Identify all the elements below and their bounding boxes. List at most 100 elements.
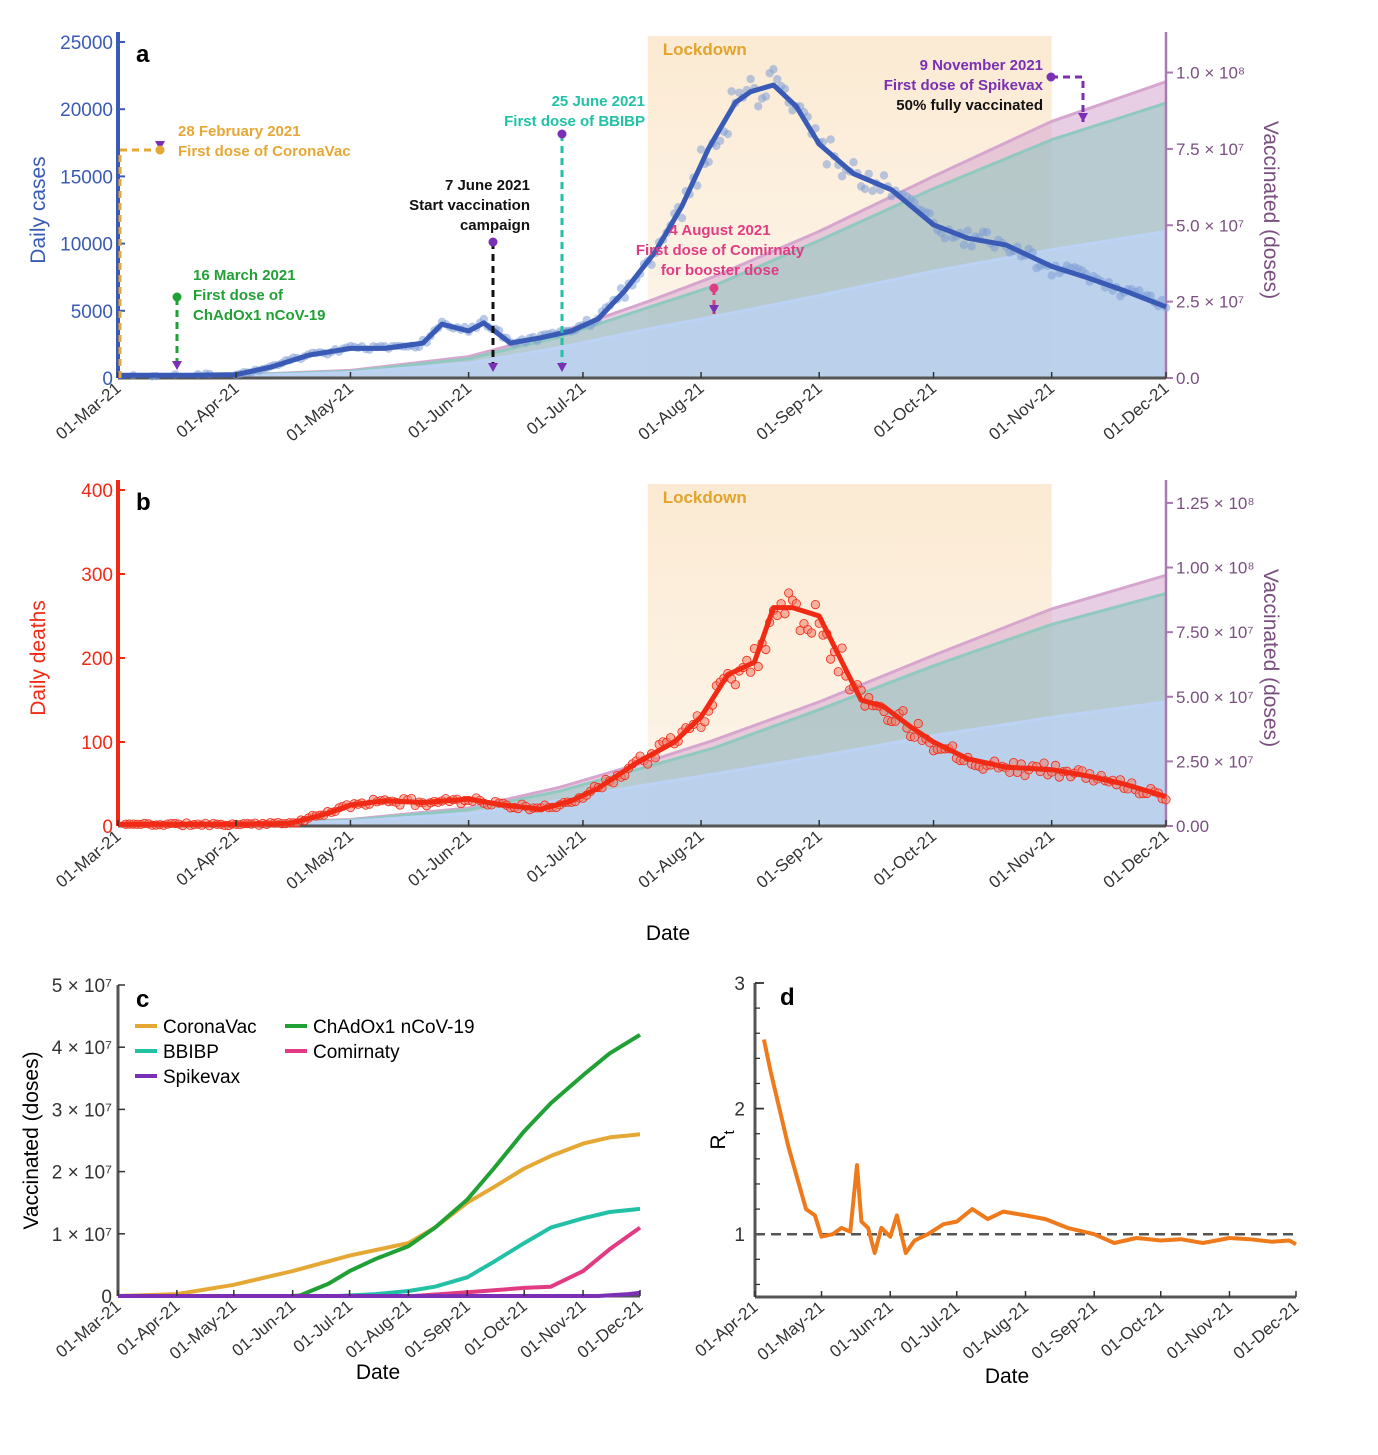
annotation-text: First dose of CoronaVac xyxy=(178,143,351,160)
panel-letter: b xyxy=(136,489,151,516)
panel-letter: c xyxy=(136,986,149,1013)
daily-point xyxy=(761,644,771,655)
y-tick-label: 4 × 10⁷ xyxy=(52,1038,112,1059)
left-tick-label: 0 xyxy=(102,817,113,838)
vaccinated-line-vaccinated_half xyxy=(117,700,1167,828)
right-axis-title: Vaccinated (doses) xyxy=(1259,569,1282,747)
y-axis-title: Vaccinated (doses) xyxy=(20,1051,43,1229)
panel-a-xtick-label: 01-Dec-21 xyxy=(1100,379,1173,445)
panel-c-xtick-label: 01-Mar-21 xyxy=(52,1297,124,1362)
annotation-arrow xyxy=(488,363,498,372)
panel-a-xtick-label: 01-Nov-21 xyxy=(985,379,1058,445)
annotation-arrow xyxy=(709,305,719,314)
daily-point xyxy=(909,732,920,742)
left-tick-label: 400 xyxy=(81,481,113,502)
y-tick-label: 1 xyxy=(734,1225,745,1246)
x-axis-title: Date xyxy=(985,1365,1029,1388)
annotation-text: First dose of Spikevax xyxy=(884,77,1044,94)
y-tick-label: 0 xyxy=(101,1287,112,1308)
panel-a-xtick-label: 01-Mar-21 xyxy=(52,379,124,444)
right-tick-label: 1.0 × 10⁸ xyxy=(1176,64,1245,83)
daily-point xyxy=(727,87,736,96)
annotation-text: First dose of BBIBP xyxy=(504,113,645,130)
daily-point xyxy=(868,186,877,196)
annotation-text: 9 November 2021 xyxy=(920,57,1043,74)
daily-point xyxy=(753,661,763,672)
panel-b-xtick-label: 01-Oct-21 xyxy=(870,827,940,890)
panel-a-xtick-label: 01-Jul-21 xyxy=(523,379,590,439)
y-tick-label: 5 × 10⁷ xyxy=(52,976,112,997)
panel-c-xtick-label: 01-Sep-21 xyxy=(401,1297,474,1363)
daily-point xyxy=(822,160,832,169)
panel-d-xtick-label: 01-Apr-21 xyxy=(691,1298,761,1361)
daily-point xyxy=(773,74,782,84)
daily-point xyxy=(746,74,755,84)
panel-d-xtick-label: 01-Jul-21 xyxy=(897,1298,964,1358)
left-tick-label: 20000 xyxy=(60,100,113,121)
right-tick-label: 2.5 × 10⁷ xyxy=(1176,293,1244,312)
annotation-text: Start vaccination xyxy=(409,197,530,214)
legend-label: CoronaVac xyxy=(163,1017,257,1038)
annotation-text: for booster dose xyxy=(661,262,779,279)
daily-point xyxy=(754,102,763,111)
left-axis-title: Daily cases xyxy=(27,156,50,263)
panel-a-xtick-label: 01-Sep-21 xyxy=(753,379,826,445)
y-tick-label: 1 × 10⁷ xyxy=(52,1225,112,1246)
daily-point xyxy=(967,242,976,251)
daily-point xyxy=(643,759,653,769)
daily-point xyxy=(833,667,843,677)
vaccinated-area-vaccinated_half xyxy=(118,701,1166,826)
left-tick-label: 100 xyxy=(81,733,113,754)
daily-point xyxy=(925,209,934,218)
vaccinated-line-vaccinated_half xyxy=(117,229,1167,380)
daily-point xyxy=(806,628,817,638)
daily-point xyxy=(913,718,923,729)
seven-day-average-line xyxy=(118,82,1167,378)
legend-label: Spikevax xyxy=(163,1067,241,1088)
annotation-dot xyxy=(488,237,498,247)
panel-b-xtick-label: 01-Jul-21 xyxy=(523,827,590,887)
series-line-ChAdOx1 nCoV-19 xyxy=(118,1033,642,1298)
annotation-text: 4 August 2021 xyxy=(669,222,770,239)
left-tick-label: 25000 xyxy=(60,33,113,54)
daily-point xyxy=(1047,271,1056,280)
daily-point xyxy=(693,181,702,190)
panel-b-xtick-label: 01-Apr-21 xyxy=(173,827,243,890)
daily-point xyxy=(849,158,858,167)
left-tick-label: 300 xyxy=(81,565,113,586)
daily-point xyxy=(1135,286,1144,295)
series-line-Comirnaty xyxy=(118,1225,642,1298)
daily-point xyxy=(879,171,889,180)
daily-point xyxy=(898,706,908,716)
x-axis-title: Date xyxy=(356,1361,400,1384)
daily-point xyxy=(700,717,710,727)
annotation-dot xyxy=(709,283,719,293)
daily-point xyxy=(780,609,790,619)
annotation-arrow xyxy=(172,361,182,370)
panel-b: Lockdown 0 100 200 300 400 0.00 2.50 × 10⁷ 5.00 … xyxy=(27,480,1282,945)
annotation-dot xyxy=(172,292,182,302)
daily-point xyxy=(860,184,870,194)
daily-point xyxy=(963,226,973,235)
annotation-text: 50% fully vaccinated xyxy=(896,97,1043,114)
daily-point xyxy=(982,228,992,237)
right-tick-label: 5.00 × 10⁷ xyxy=(1176,688,1254,707)
left-tick-label: 200 xyxy=(81,649,113,670)
annotation-text: campaign xyxy=(460,217,530,234)
panel-b-xtick-label: 01-Dec-21 xyxy=(1100,827,1173,893)
left-tick-label: 10000 xyxy=(60,235,113,256)
panel-letter: d xyxy=(780,984,795,1011)
panel-c: 0 1 × 10⁷ 2 × 10⁷ 3 × 10⁷ 4 × 10⁷ 5 × 10⁷ 01-M… xyxy=(20,976,647,1384)
annotation-text: 16 March 2021 xyxy=(193,267,296,284)
right-tick-label: 7.50 × 10⁷ xyxy=(1176,623,1254,642)
daily-point xyxy=(864,169,873,179)
y-tick-label: 3 xyxy=(734,974,745,995)
daily-point xyxy=(769,65,778,74)
panel-b-xtick-label: 01-Jun-21 xyxy=(404,827,475,891)
annotation-text: ChAdOx1 nCoV-19 xyxy=(193,307,326,324)
series-line-CoronaVac xyxy=(117,1132,641,1298)
right-tick-label: 5.0 × 10⁷ xyxy=(1176,216,1244,235)
panel-a-xtick-label: 01-Apr-21 xyxy=(173,379,243,442)
legend-label: Comirnaty xyxy=(313,1042,400,1063)
